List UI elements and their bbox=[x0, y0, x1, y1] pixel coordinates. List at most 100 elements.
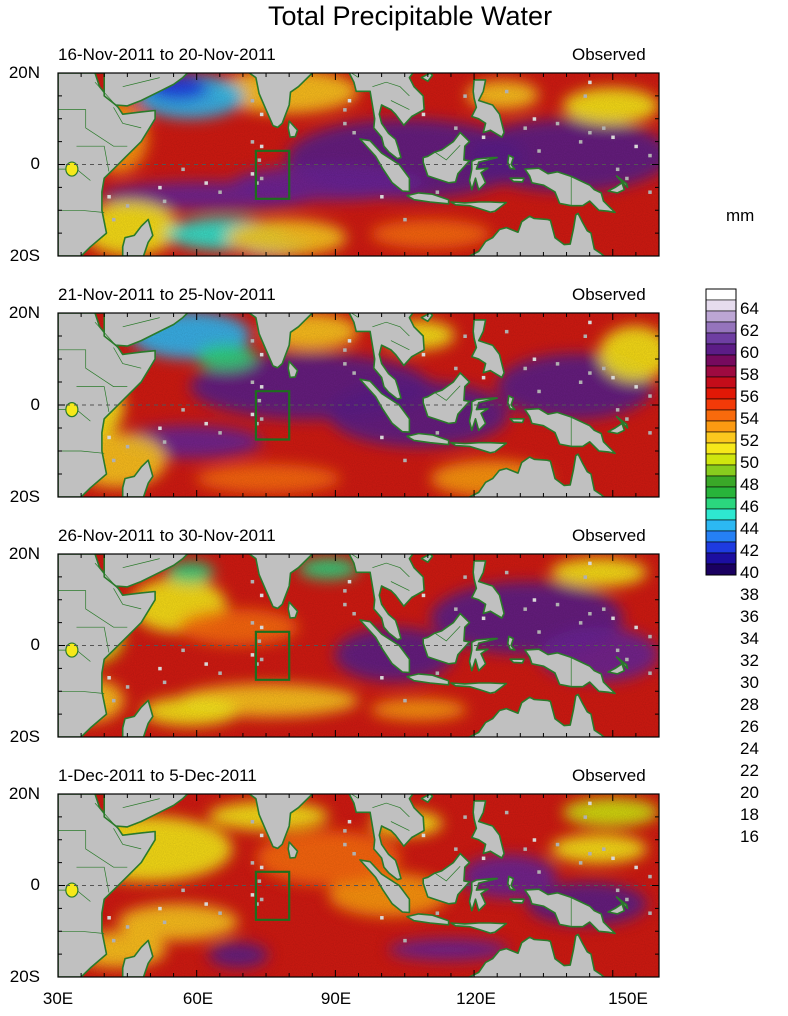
lon-label-60e: 60E bbox=[182, 989, 214, 1008]
missing-data-pixel bbox=[634, 385, 638, 389]
missing-data-pixel bbox=[555, 121, 560, 126]
new-guinea-landmass bbox=[524, 407, 616, 455]
colorbar-label-48: 48 bbox=[740, 475, 759, 494]
missing-data-pixel bbox=[204, 421, 208, 426]
country-border bbox=[94, 321, 114, 344]
country-border bbox=[350, 794, 359, 799]
colorbar-label-40: 40 bbox=[740, 563, 759, 582]
arabia-landmass bbox=[94, 73, 189, 107]
missing-data-pixel bbox=[162, 199, 167, 204]
missing-data-pixel bbox=[648, 431, 652, 435]
country-border bbox=[58, 830, 128, 868]
australia-landmass bbox=[466, 693, 606, 737]
missing-data-pixel bbox=[555, 602, 560, 607]
missing-data-pixel bbox=[481, 135, 486, 140]
missing-data-pixel bbox=[403, 217, 407, 222]
page-title: Total Precipitable Water bbox=[267, 1, 553, 31]
missing-data-pixel bbox=[259, 833, 264, 838]
borneo-landmass bbox=[422, 371, 471, 425]
missing-data-pixel bbox=[611, 856, 615, 861]
missing-data-pixel bbox=[380, 435, 384, 440]
missing-data-pixel bbox=[615, 648, 620, 653]
lon-label-90e: 90E bbox=[320, 989, 352, 1008]
colorbar-label-44: 44 bbox=[740, 519, 759, 538]
missing-data-pixel bbox=[578, 140, 583, 144]
colorbar-label-62: 62 bbox=[740, 321, 759, 340]
country-border bbox=[113, 347, 142, 369]
solomon-landmass bbox=[607, 902, 626, 915]
missing-data-pixel bbox=[463, 334, 467, 338]
axis-ticks bbox=[57, 72, 660, 257]
lon-label-120e: 120E bbox=[456, 989, 496, 1008]
missing-data-pixel bbox=[523, 366, 527, 371]
country-border bbox=[390, 340, 410, 351]
missing-data-pixel bbox=[343, 842, 347, 847]
arabia-landmass bbox=[94, 554, 189, 588]
halmahera-landmass bbox=[506, 154, 516, 170]
lat-label-20n: 20N bbox=[8, 303, 40, 322]
lake-victoria bbox=[65, 402, 79, 418]
se-asia-landmass bbox=[348, 313, 425, 400]
missing-data-pixel bbox=[347, 819, 352, 824]
colorbar-label-38: 38 bbox=[740, 585, 759, 604]
missing-data-pixel bbox=[611, 375, 615, 380]
colorbar-label-56: 56 bbox=[740, 387, 759, 406]
missing-data-pixel bbox=[250, 653, 255, 657]
colorbar-box bbox=[705, 321, 737, 334]
colorbar-box bbox=[705, 299, 737, 312]
colorbar-label-64: 64 bbox=[740, 299, 759, 318]
colorbar-box bbox=[705, 486, 737, 499]
missing-data-pixel bbox=[181, 167, 185, 172]
madagascar-landmass bbox=[121, 459, 154, 497]
lat-label-20n: 20N bbox=[8, 63, 40, 82]
lesser-sunda-landmass bbox=[450, 201, 508, 213]
madagascar-landmass bbox=[121, 218, 154, 256]
missing-data-pixel bbox=[107, 916, 111, 920]
missing-data-pixel bbox=[343, 108, 347, 112]
lat-label-20n: 20N bbox=[8, 544, 40, 563]
se-asia-landmass bbox=[348, 73, 425, 160]
hainan-landmass bbox=[420, 313, 434, 323]
country-border bbox=[372, 562, 410, 578]
axis-ticks bbox=[57, 312, 660, 498]
missing-data-pixel bbox=[504, 570, 509, 575]
missing-data-pixel bbox=[125, 204, 130, 208]
australia-landmass bbox=[466, 933, 606, 977]
colorbar-box bbox=[705, 563, 737, 576]
lat-label-20s: 20S bbox=[9, 967, 40, 986]
madagascar-landmass bbox=[121, 939, 154, 977]
lake-victoria bbox=[65, 882, 79, 898]
colorbar-box bbox=[705, 343, 737, 356]
missing-data-pixel bbox=[107, 195, 111, 199]
missing-data-pixel bbox=[181, 648, 185, 653]
missing-data-pixel bbox=[611, 135, 615, 140]
country-border bbox=[58, 109, 128, 147]
missing-data-pixel bbox=[588, 80, 592, 85]
missing-data-pixel bbox=[259, 112, 264, 117]
missing-data-pixel bbox=[463, 815, 467, 819]
lat-label-equator: 0 bbox=[30, 635, 40, 654]
country-border bbox=[94, 802, 114, 824]
missing-data-pixel bbox=[259, 593, 264, 598]
colorbar-label-58: 58 bbox=[740, 365, 759, 384]
colorbar-label-26: 26 bbox=[740, 717, 759, 736]
country-border bbox=[122, 77, 160, 88]
missing-data-pixel bbox=[255, 662, 259, 666]
lat-label-20n: 20N bbox=[8, 784, 40, 803]
colorbar-box bbox=[705, 310, 737, 323]
panel-2-date-range: 21-Nov-2011 to 25-Nov-2011 bbox=[58, 285, 276, 304]
missing-data-pixel bbox=[111, 938, 116, 943]
colorbar-label-16: 16 bbox=[740, 827, 759, 846]
missing-data-pixel bbox=[588, 130, 592, 135]
missing-data-pixel bbox=[259, 625, 264, 630]
country-border bbox=[58, 930, 105, 934]
panel-3-date-range: 26-Nov-2011 to 30-Nov-2011 bbox=[58, 526, 276, 545]
sri-lanka-landmass bbox=[287, 360, 299, 379]
missing-data-pixel bbox=[259, 176, 264, 181]
country-border bbox=[58, 590, 128, 628]
india-landmass bbox=[248, 554, 314, 610]
panel-2-status: Observed bbox=[572, 285, 646, 304]
missing-data-pixel bbox=[532, 838, 537, 842]
java-landmass bbox=[406, 913, 450, 926]
